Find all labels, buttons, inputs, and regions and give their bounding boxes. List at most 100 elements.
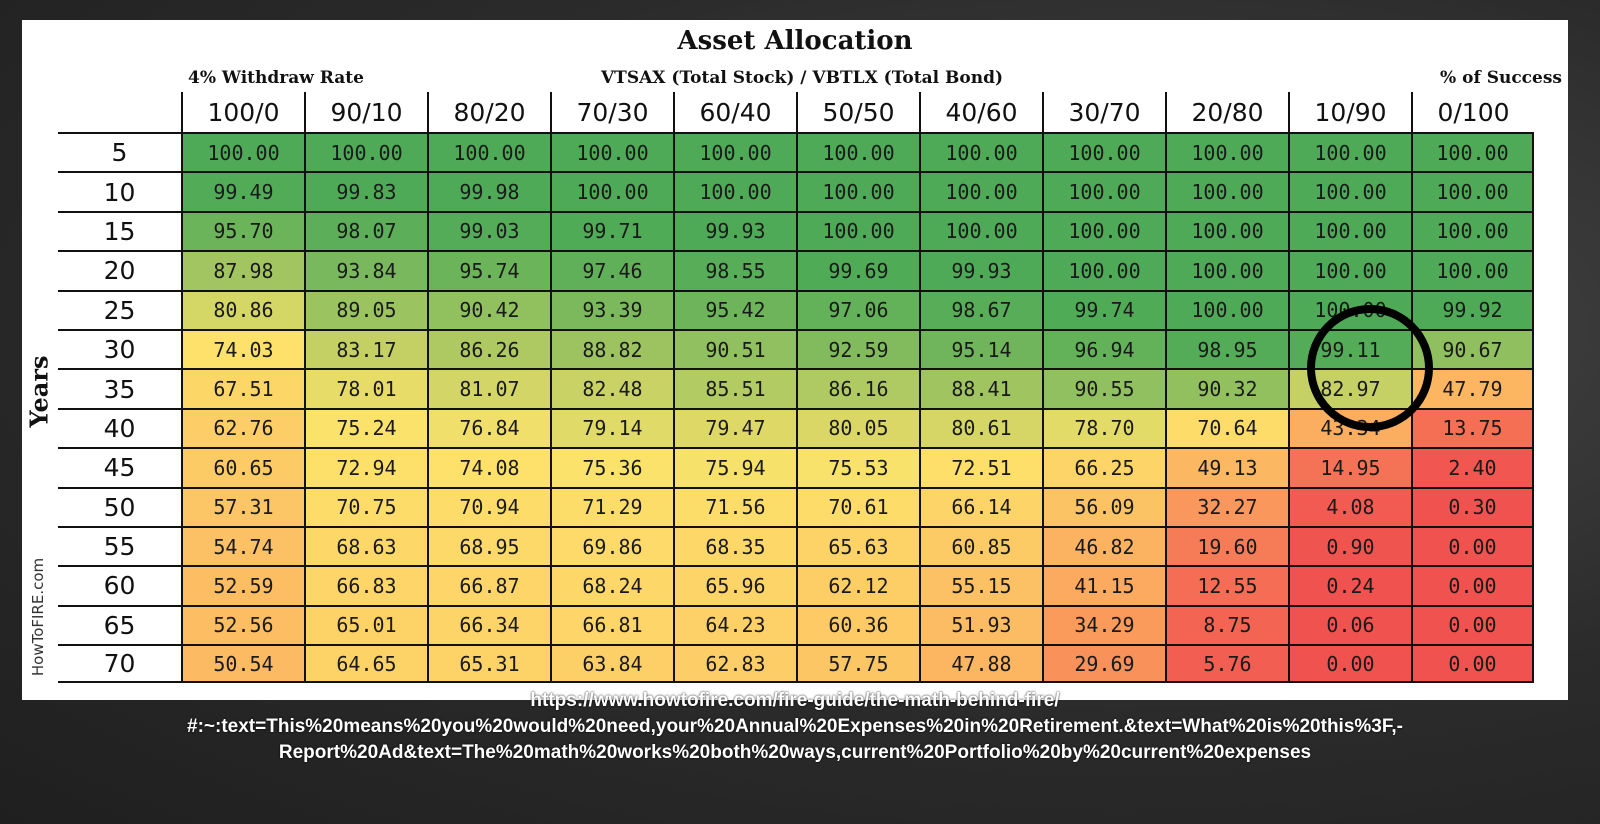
heatmap-cell: 86.26 — [427, 328, 550, 369]
heatmap-cell: 100.00 — [1165, 289, 1288, 329]
row-header-20: 20 — [58, 250, 181, 290]
heatmap-cell: 100.00 — [1288, 171, 1411, 211]
heatmap-cell: 68.24 — [550, 565, 673, 605]
row-header-60: 60 — [58, 565, 181, 605]
row-header-15: 15 — [58, 210, 181, 251]
heatmap-cell: 100.00 — [919, 210, 1042, 251]
heatmap-cell: 69.86 — [550, 525, 673, 566]
heatmap-cell: 99.83 — [304, 171, 427, 211]
heatmap-cell: 2.40 — [1411, 447, 1534, 487]
heatmap-cell: 82.48 — [550, 368, 673, 408]
heatmap-cell: 56.09 — [1042, 486, 1165, 526]
heatmap-cell: 93.84 — [304, 250, 427, 290]
heatmap-cell: 0.00 — [1411, 604, 1534, 645]
heatmap-cell: 100.00 — [673, 132, 796, 172]
heatmap-cell: 34.29 — [1042, 604, 1165, 645]
heatmap-cell: 76.84 — [427, 407, 550, 448]
heatmap-cell: 79.14 — [550, 407, 673, 448]
heatmap-cell: 75.94 — [673, 447, 796, 487]
heatmap-cell: 81.07 — [427, 368, 550, 408]
caption-line-1: https://www.howtofire.com/fire-guide/the… — [530, 690, 1060, 711]
heatmap-cell: 100.00 — [673, 171, 796, 211]
heatmap-cell: 75.24 — [304, 407, 427, 448]
heatmap-cell: 100.00 — [1288, 132, 1411, 172]
column-header-0-100: 0/100 — [1411, 92, 1534, 132]
heatmap-cell: 74.03 — [181, 328, 304, 369]
column-header-90-10: 90/10 — [304, 92, 427, 132]
heatmap-cell: 0.90 — [1288, 525, 1411, 566]
column-header-30-70: 30/70 — [1042, 92, 1165, 132]
heatmap-cell: 87.98 — [181, 250, 304, 290]
heatmap-cell: 19.60 — [1165, 525, 1288, 566]
heatmap-cell: 99.69 — [796, 250, 919, 290]
credit-text: HowToFIRE.com — [29, 557, 47, 677]
heatmap-cell: 97.46 — [550, 250, 673, 290]
heatmap-cell: 54.74 — [181, 525, 304, 566]
column-header-100-0: 100/0 — [181, 92, 304, 132]
heatmap-cell: 49.13 — [1165, 447, 1288, 487]
heatmap-cell: 0.30 — [1411, 486, 1534, 526]
heatmap-cell: 92.59 — [796, 328, 919, 369]
heatmap-cell: 4.08 — [1288, 486, 1411, 526]
chart-title: Asset Allocation — [677, 26, 913, 56]
heatmap-cell: 52.56 — [181, 604, 304, 645]
heatmap-cell: 100.00 — [919, 132, 1042, 172]
row-header-40: 40 — [58, 407, 181, 448]
heatmap-cell: 95.74 — [427, 250, 550, 290]
allocation-axis-label: VTSAX (Total Stock) / VBTLX (Total Bond) — [600, 68, 1004, 88]
heatmap-cell: 99.03 — [427, 210, 550, 251]
heatmap-cell: 100.00 — [796, 171, 919, 211]
heatmap-cell: 0.00 — [1411, 525, 1534, 566]
heatmap-cell: 99.74 — [1042, 289, 1165, 329]
heatmap-cell: 85.51 — [673, 368, 796, 408]
heatmap-cell: 67.51 — [181, 368, 304, 408]
column-header-50-50: 50/50 — [796, 92, 919, 132]
heatmap-cell: 65.31 — [427, 644, 550, 684]
heatmap-cell: 66.25 — [1042, 447, 1165, 487]
row-header-45: 45 — [58, 447, 181, 487]
heatmap-cell: 0.00 — [1288, 644, 1411, 684]
heatmap-cell: 99.11 — [1288, 328, 1411, 369]
heatmap-cell: 66.83 — [304, 565, 427, 605]
heatmap-cell: 13.75 — [1411, 407, 1534, 448]
heatmap-cell: 100.00 — [181, 132, 304, 172]
heatmap-cell: 100.00 — [1288, 250, 1411, 290]
heatmap-cell: 68.95 — [427, 525, 550, 566]
heatmap-cell: 90.67 — [1411, 328, 1534, 369]
heatmap-cell: 100.00 — [1042, 171, 1165, 211]
heatmap-cell: 66.34 — [427, 604, 550, 645]
caption-line-2: #:~:text=This%20means%20you%20would%20ne… — [187, 716, 1403, 737]
heatmap-cell: 57.31 — [181, 486, 304, 526]
heatmap-cell: 100.00 — [550, 171, 673, 211]
heatmap-cell: 100.00 — [1165, 210, 1288, 251]
caption-line-3: Report%20Ad&text=The%20math%20works%20bo… — [278, 742, 1312, 763]
source-caption: https://www.howtofire.com/fire-guide/the… — [22, 688, 1568, 766]
credit-watermark: HowToFIRE.com — [24, 548, 52, 698]
heatmap-cell: 99.98 — [427, 171, 550, 211]
heatmap-cell: 70.64 — [1165, 407, 1288, 448]
heatmap-cell: 75.53 — [796, 447, 919, 487]
heatmap-cell: 82.97 — [1288, 368, 1411, 408]
heatmap-cell: 89.05 — [304, 289, 427, 329]
heatmap-cell: 60.36 — [796, 604, 919, 645]
heatmap-cell: 64.65 — [304, 644, 427, 684]
heatmap-cell: 80.61 — [919, 407, 1042, 448]
heatmap-cell: 63.84 — [550, 644, 673, 684]
heatmap-cell: 0.00 — [1411, 565, 1534, 605]
heatmap-cell: 70.75 — [304, 486, 427, 526]
heatmap-cell: 64.23 — [673, 604, 796, 645]
heatmap-cell: 100.00 — [1042, 132, 1165, 172]
heatmap-cell: 96.94 — [1042, 328, 1165, 369]
heatmap-cell: 60.85 — [919, 525, 1042, 566]
heatmap-cell: 52.59 — [181, 565, 304, 605]
column-header-80-20: 80/20 — [427, 92, 550, 132]
heatmap-cell: 0.00 — [1411, 644, 1534, 684]
heatmap-cell: 100.00 — [1411, 132, 1534, 172]
heatmap-cell: 71.56 — [673, 486, 796, 526]
heatmap-cell: 62.76 — [181, 407, 304, 448]
column-header-60-40: 60/40 — [673, 92, 796, 132]
heatmap-cell: 72.51 — [919, 447, 1042, 487]
heatmap-cell: 74.08 — [427, 447, 550, 487]
heatmap-cell: 43.34 — [1288, 407, 1411, 448]
heatmap-cell: 66.14 — [919, 486, 1042, 526]
